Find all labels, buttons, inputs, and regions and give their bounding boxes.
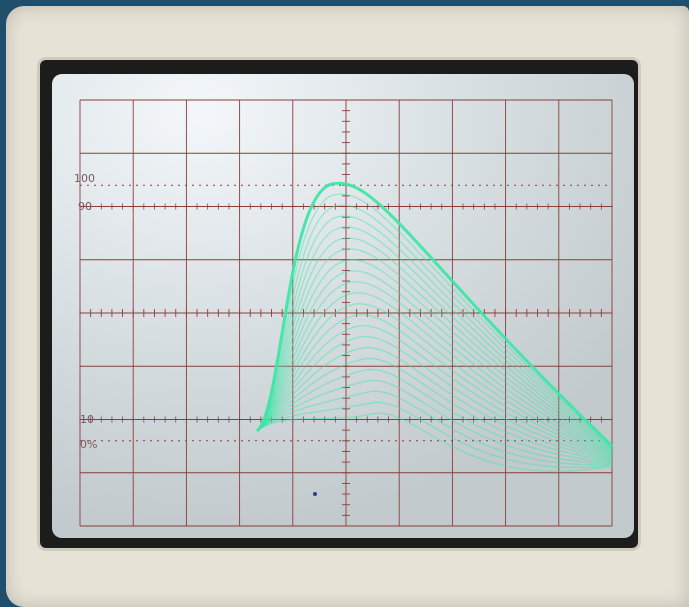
waveform-trace (256, 226, 613, 451)
label-10: 10 (80, 413, 94, 426)
waveform-trace (256, 204, 613, 449)
scope-display: 100 90 10 0% (52, 74, 634, 538)
waveform-trace (256, 357, 613, 462)
waveform-trace (256, 270, 613, 455)
label-0-percent: 0% (80, 438, 97, 451)
waveform-trace (256, 346, 613, 461)
phosphor-background (52, 74, 634, 538)
waveform-trace (256, 215, 613, 450)
waveform-trace (256, 292, 613, 457)
waveform-trace (255, 181, 614, 448)
waveform-trace (256, 412, 613, 472)
waveform-trace (256, 313, 613, 459)
waveform-trace (256, 259, 613, 454)
label-90: 90 (78, 200, 92, 213)
screen-dot (313, 492, 317, 496)
waveform-trace (256, 248, 613, 453)
waveform-trace (256, 335, 613, 461)
waveform-trace (256, 193, 613, 448)
waveform-traces (255, 181, 614, 472)
oscilloscope-screen: 100 90 10 0% (52, 74, 634, 538)
waveform-trace (256, 324, 613, 460)
waveform-trace (256, 237, 613, 452)
graticule (79, 99, 613, 527)
waveform-trace (256, 281, 613, 456)
waveform-trace (256, 401, 613, 469)
waveform-trace (256, 303, 613, 458)
label-100: 100 (74, 172, 95, 185)
waveform-trace (256, 368, 613, 463)
waveform-trace (256, 390, 613, 466)
waveform-trace (256, 379, 613, 464)
